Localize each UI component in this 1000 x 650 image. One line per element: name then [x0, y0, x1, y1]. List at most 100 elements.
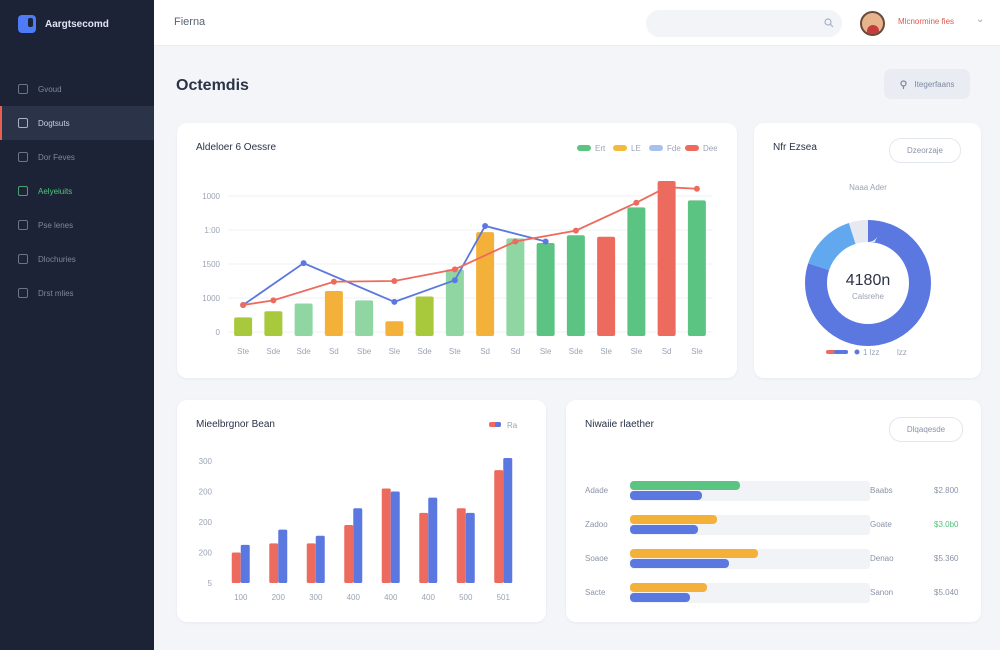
progress-row[interactable]: Zadoo Goate $3.0b0 [566, 514, 981, 538]
x-tick-label: Ste [449, 347, 462, 356]
progress-label: Sacte [585, 588, 606, 597]
list-icon [18, 220, 28, 230]
blue-bar [428, 497, 438, 583]
red-bar [344, 525, 354, 583]
brand[interactable]: Aargtsecomd [18, 15, 109, 33]
x-tick-label: 400 [422, 593, 436, 602]
line-point [330, 278, 337, 285]
line-point [482, 222, 489, 229]
x-tick-label: Sd [662, 347, 672, 356]
blue-series-line [242, 224, 546, 306]
donut-card-button[interactable]: Dzeorzaje [889, 138, 961, 163]
progress-bar-top [630, 515, 717, 524]
combo-chart-title: Aldeloer 6 Oessre [196, 142, 277, 153]
bar [355, 300, 374, 336]
legend-label: Ra [507, 421, 518, 430]
sidebar-item-grid[interactable]: Dor Feves [0, 140, 154, 174]
y-tick-label: 200 [199, 549, 213, 558]
donut-slice [805, 220, 931, 346]
sidebar-item-label: Dlochuries [38, 254, 76, 264]
progress-label: Zadoo [585, 520, 608, 529]
sidebar-item-label: Dogtsuts [38, 118, 70, 128]
x-tick-label: Sde [266, 347, 281, 356]
x-tick-label: 100 [234, 593, 248, 602]
page-title: Octemdis [176, 77, 249, 94]
y-tick-label: 300 [199, 457, 213, 466]
chevron-down-icon[interactable]: ⌄ [976, 14, 985, 25]
progress-bar-top [630, 549, 758, 558]
legend-label: Ert [595, 144, 606, 153]
progress-bar-bottom [630, 559, 729, 568]
x-tick-label: Ste [237, 347, 250, 356]
progress-bar-top [630, 583, 707, 592]
brand-name: Aargtsecomd [45, 18, 109, 30]
bar [234, 317, 253, 336]
red-bar [231, 552, 241, 583]
y-tick-label: 1000 [202, 294, 220, 303]
progress-row[interactable]: Soaoe Denao $5.360 [566, 548, 981, 572]
sidebar-item-dashboard[interactable]: Dogtsuts [0, 106, 154, 140]
search-input[interactable] [646, 10, 842, 37]
progress-row[interactable]: Adade Baabs $2.800 [566, 480, 981, 504]
progress-value: $5.360 [934, 554, 959, 563]
progress-mid-label: Goate [870, 520, 892, 529]
bar [687, 200, 706, 336]
line-point [391, 277, 398, 284]
donut-chart: Naaa Ader 4180n Calsrehe 1 lzz lzz [805, 183, 931, 357]
progress-row[interactable]: Sacte Sanon $5.040 [566, 582, 981, 606]
grouped-bar-card: Mieelbrgnor Bean Ra 300 200 200 200 5 100 200 3… [177, 400, 546, 622]
sidebar-item-label: Aelyeiuits [38, 186, 73, 196]
progress-value: $5.040 [934, 588, 959, 597]
legend-swatch [577, 145, 591, 151]
sidebar-item-calendar[interactable]: Dlochuries [0, 242, 154, 276]
x-tick-label: Sle [389, 347, 401, 356]
line-point [270, 297, 277, 304]
legend-label: Fde [667, 144, 681, 153]
x-tick-label: Sd [329, 347, 339, 356]
line-point [542, 238, 549, 245]
user-name[interactable]: Mlcnormine fies [898, 17, 955, 26]
bar [445, 269, 464, 336]
x-tick-label: Sd [510, 347, 520, 356]
sidebar-item-home[interactable]: Gvoud [0, 72, 154, 106]
blue-bar [240, 544, 250, 583]
sidebar-item-settings[interactable]: Drst mlies [0, 276, 154, 310]
progress-card-button[interactable]: Dlqaqesde [889, 417, 963, 442]
settings-icon [18, 288, 28, 298]
line-point [663, 184, 670, 191]
progress-value: $2.800 [934, 486, 959, 495]
sidebar-item-list[interactable]: Pse lenes [0, 208, 154, 242]
y-tick-label: 0 [216, 328, 221, 337]
progress-label: Soaoe [585, 554, 609, 563]
progress-card: Niwaiie rlaether Dlqaqesde Adade Baabs $2.… [566, 400, 981, 622]
y-tick-label: 1500 [202, 260, 220, 269]
bar [264, 311, 283, 336]
page-action-button[interactable]: Itegerfaans [884, 69, 970, 99]
progress-bar-top [630, 481, 740, 490]
blue-bar [503, 457, 513, 583]
y-tick-label: 1:00 [204, 226, 220, 235]
sidebar-item-analytics[interactable]: Aelyeiuits [0, 174, 154, 208]
legend-label: 1 lzz [863, 348, 879, 357]
page-action-label: Itegerfaans [914, 79, 955, 89]
bar [536, 243, 555, 336]
grouped-bar-title: Mieelbrgnor Bean [196, 419, 275, 430]
legend-label: LE [631, 144, 641, 153]
combo-chart: 1000 1:00 1500 1000 0 Ste Sde Sde Sd Sbe Sle Sde Ste… [202, 181, 712, 356]
x-tick-label: Sle [691, 347, 703, 356]
blue-bar [390, 491, 400, 583]
y-tick-label: 5 [208, 579, 213, 588]
line-point [451, 277, 458, 284]
progress-label: Adade [585, 486, 609, 495]
avatar[interactable] [860, 11, 885, 36]
y-tick-label: 1000 [202, 192, 220, 201]
legend-dot [854, 349, 860, 355]
bar [597, 236, 616, 336]
progress-bar-bottom [630, 525, 698, 534]
legend-label: lzz [897, 348, 907, 357]
x-tick-label: Sde [418, 347, 433, 356]
bar [324, 291, 343, 336]
line-point [693, 185, 700, 192]
legend-label: Dee [703, 144, 717, 153]
bar [294, 303, 313, 336]
